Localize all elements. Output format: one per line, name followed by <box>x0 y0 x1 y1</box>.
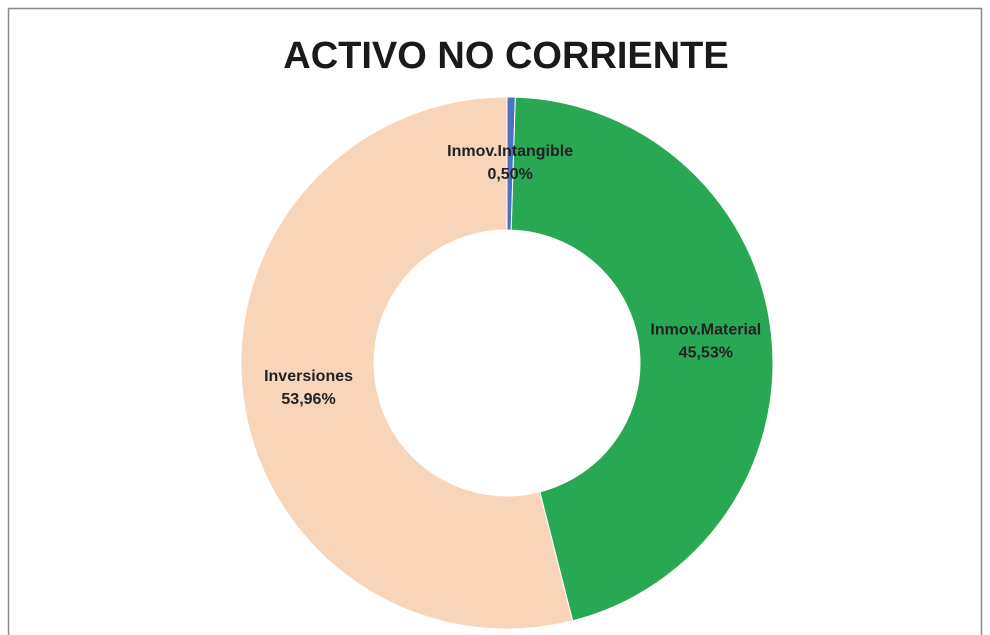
donut-slice <box>510 96 774 622</box>
slice-value-label: 53,96% <box>281 391 335 408</box>
slice-value-label: 45,53% <box>679 344 733 361</box>
chart-title: ACTIVO NO CORRIENTE <box>283 35 728 77</box>
slice-value-label: 0,50% <box>487 166 532 183</box>
slice-category-label: Inmov.Intangible <box>447 143 573 160</box>
donut-slice <box>240 96 574 630</box>
slice-category-label: Inmov.Material <box>650 321 761 338</box>
slice-category-label: Inversiones <box>264 368 353 385</box>
